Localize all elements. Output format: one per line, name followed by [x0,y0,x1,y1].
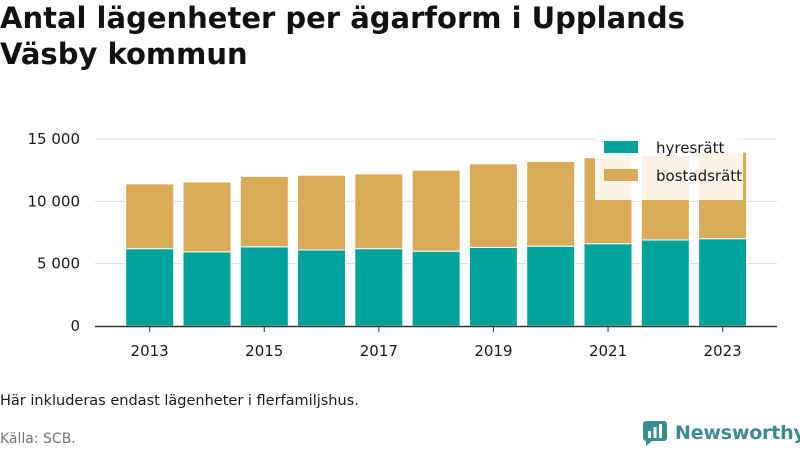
x-tick-label: 2017 [360,342,398,360]
bar-segment-hyresratt-2022 [640,239,690,327]
chart-title: Antal lägenheter per ägarform i Upplands… [0,1,685,71]
bar-segment-hyresratt-2013 [125,248,175,327]
bar-segment-hyresratt-2017 [354,248,404,327]
newsworthy-logo-icon [643,421,667,446]
x-tick-label: 2021 [589,342,627,360]
legend-swatch [604,141,638,153]
bar-segment-hyresratt-2016 [297,249,346,327]
bar-segment-hyresratt-2019 [468,247,518,327]
y-tick-label: 5 000 [37,255,80,273]
bar-segment-bostadsratt-2015 [239,175,289,248]
bar-segment-bostadsratt-2020 [526,160,576,247]
bar-segment-hyresratt-2014 [182,251,232,327]
axes: 0 5 000 10 000 15 000 2013 2015 2017 2019 2021 20… [28,130,777,360]
bar-segment-bostadsratt-2017 [354,173,404,250]
x-tick-label: 2019 [474,342,512,360]
bar-segment-bostadsratt-2019 [468,163,518,248]
legend-swatch [604,169,638,181]
bar-segment-hyresratt-2020 [526,245,576,327]
bar-segment-hyresratt-2023 [698,238,748,327]
source-text: Källa: SCB. [0,431,76,447]
brand-logo: Newsworthy [643,418,800,448]
bar-segment-bostadsratt-2016 [297,174,346,251]
y-tick-label: 0 [70,317,80,335]
x-tick-label: 2015 [245,342,283,360]
legend-label: hyresrätt [656,139,725,157]
bars [125,151,748,327]
bar-segment-hyresratt-2018 [411,250,461,327]
legend-label: bostadsrätt [656,167,742,185]
bar-segment-hyresratt-2015 [239,246,289,327]
brand-name: Newsworthy [675,422,800,444]
bar-segment-bostadsratt-2018 [411,169,461,252]
bar-segment-bostadsratt-2014 [182,181,232,253]
x-tick-label: 2023 [704,342,742,360]
y-tick-label: 10 000 [28,192,81,210]
bar-segment-hyresratt-2021 [583,243,633,327]
bar-segment-bostadsratt-2013 [125,183,175,250]
x-tick-label: 2013 [131,342,169,360]
y-tick-label: 15 000 [28,130,81,148]
legend: hyresrätt bostadsrätt [595,130,743,200]
chart-note: Här inkluderas endast lägenheter i flerf… [0,393,359,409]
